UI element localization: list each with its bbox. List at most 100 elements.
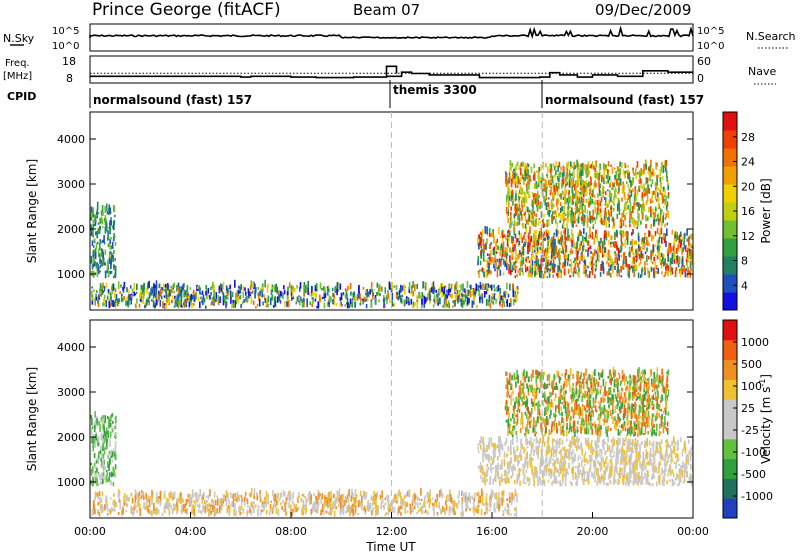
heatmap-cell [180,290,183,293]
heatmap-cell [507,208,509,216]
heatmap-cell [519,250,521,255]
heatmap-cell [622,243,624,246]
heatmap-cell [305,498,307,506]
heatmap-cell [247,288,250,294]
heatmap-cell [528,209,531,213]
heatmap-cell [117,511,120,515]
cpid-panel: CPID normalsound (fast) 157 themis 3300 … [7,80,704,108]
heatmap-cell [579,243,581,251]
heatmap-cell [595,229,597,237]
heatmap-cell [557,240,560,244]
heatmap-cell [661,161,663,168]
heatmap-cell [588,217,591,223]
colorbar-tick-label: 12 [741,230,755,243]
heatmap-cell [664,271,667,276]
heatmap-cell [529,440,531,446]
heatmap-cell [267,303,269,308]
heatmap-cell [536,255,538,259]
heatmap-cell [582,479,584,484]
heatmap-cell [164,283,167,288]
heatmap-cell [486,502,489,506]
heatmap-cell [487,454,490,461]
heatmap-cell [131,288,134,293]
heatmap-cell [594,199,597,206]
heatmap-cell [655,182,658,190]
heatmap-cell [423,296,426,304]
heatmap-cell [524,223,527,229]
heatmap-cell [98,451,100,456]
heatmap-cell [554,187,557,195]
heatmap-cell [512,442,514,445]
heatmap-cell [537,177,540,183]
heatmap-cell [582,209,584,213]
heatmap-cell [108,253,111,261]
heatmap-cell [496,266,499,270]
heatmap-cell [558,270,560,278]
heatmap-cell [494,266,496,272]
heatmap-cell [525,173,527,177]
heatmap-cell [559,247,561,254]
heatmap-cell [572,271,575,277]
heatmap-cell [650,250,652,259]
heatmap-cell [594,217,597,225]
heatmap-cell [580,202,582,210]
heatmap-cell [426,297,429,301]
heatmap-cell [544,441,547,444]
heatmap-cell [133,283,135,291]
heatmap-cell [93,453,96,459]
heatmap-cell [578,208,580,212]
heatmap-cell [499,269,502,276]
heatmap-cell [663,187,665,192]
heatmap-cell [142,284,145,292]
heatmap-cell [560,237,562,241]
heatmap-cell [115,415,117,423]
heatmap-cell [551,438,554,445]
heatmap-cell [585,235,588,243]
heatmap-cell [502,234,504,239]
heatmap-cell [583,256,585,262]
heatmap-cell [682,236,684,242]
heatmap-cell [370,282,373,289]
heatmap-cell [552,175,555,182]
heatmap-cell [643,204,646,212]
heatmap-cell [192,496,194,499]
heatmap-cell [587,460,589,465]
heatmap-cell [361,502,364,507]
heatmap-cell [563,457,565,461]
heatmap-cell [459,289,461,293]
heatmap-cell [113,468,115,477]
heatmap-cell [263,294,265,298]
heatmap-cell [540,182,543,190]
heatmap-cell [610,263,613,268]
heatmap-cell [260,509,262,516]
heatmap-cell [567,217,570,223]
heatmap-cell [159,497,162,504]
heatmap-cell [394,493,396,498]
heatmap-cell [412,290,414,297]
heatmap-cell [540,224,543,228]
heatmap-cell [632,188,634,192]
heatmap-cell [150,510,152,515]
heatmap-cell [396,500,398,504]
heatmap-cell [315,495,317,500]
heatmap-cell [603,215,606,223]
heatmap-cell [688,270,691,274]
heatmap-cell [632,206,634,214]
heatmap-cell [576,218,578,222]
heatmap-cell [646,263,648,266]
heatmap-cell [661,201,664,204]
heatmap-cell [641,204,644,210]
heatmap-cell [535,237,537,244]
heatmap-cell [257,505,260,509]
heatmap-cell [106,259,109,264]
heatmap-cell [376,292,378,295]
heatmap-cell [475,509,478,513]
heatmap-cell [445,293,447,302]
heatmap-cell [97,493,99,500]
heatmap-cell [329,501,331,508]
heatmap-cell [636,166,638,169]
heatmap-cell [529,226,531,234]
heatmap-cell [211,301,213,306]
heatmap-cell [522,257,525,265]
heatmap-cell [683,238,685,246]
